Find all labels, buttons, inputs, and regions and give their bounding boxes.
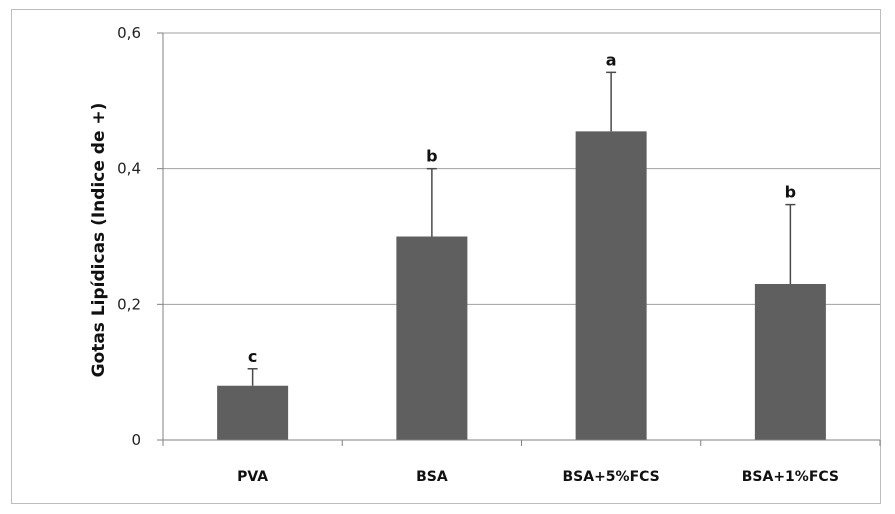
y-tick-label: 0 [131, 431, 141, 449]
y-tick-label: 0,6 [117, 24, 141, 42]
bar-pva [217, 385, 289, 440]
significance-letter: b [426, 147, 437, 166]
y-tick-label: 0,2 [117, 295, 141, 313]
bars: c b a b [217, 50, 826, 440]
y-tick-label: 0,4 [117, 160, 141, 178]
bar-bsa-1-fcs [754, 283, 826, 440]
y-axis-label: Gotas Lipídicas (Indice de +) [89, 103, 109, 378]
x-axis: PVA BSA BSA+5%FCS BSA+1%FCS [162, 439, 881, 485]
significance-letter: b [785, 183, 796, 202]
gridlines [163, 32, 880, 305]
x-tick-label: BSA+5%FCS [562, 469, 659, 485]
x-tick-label: BSA+1%FCS [742, 469, 839, 485]
bar-bsa [396, 236, 468, 440]
significance-letter: a [606, 50, 617, 69]
x-tick-label: BSA [416, 469, 448, 485]
significance-letter: c [248, 347, 257, 366]
y-axis: 0 0,2 0,4 0,6 [117, 24, 164, 449]
bar-bsa-5-fcs [575, 131, 647, 440]
x-tick-label: PVA [237, 469, 268, 485]
